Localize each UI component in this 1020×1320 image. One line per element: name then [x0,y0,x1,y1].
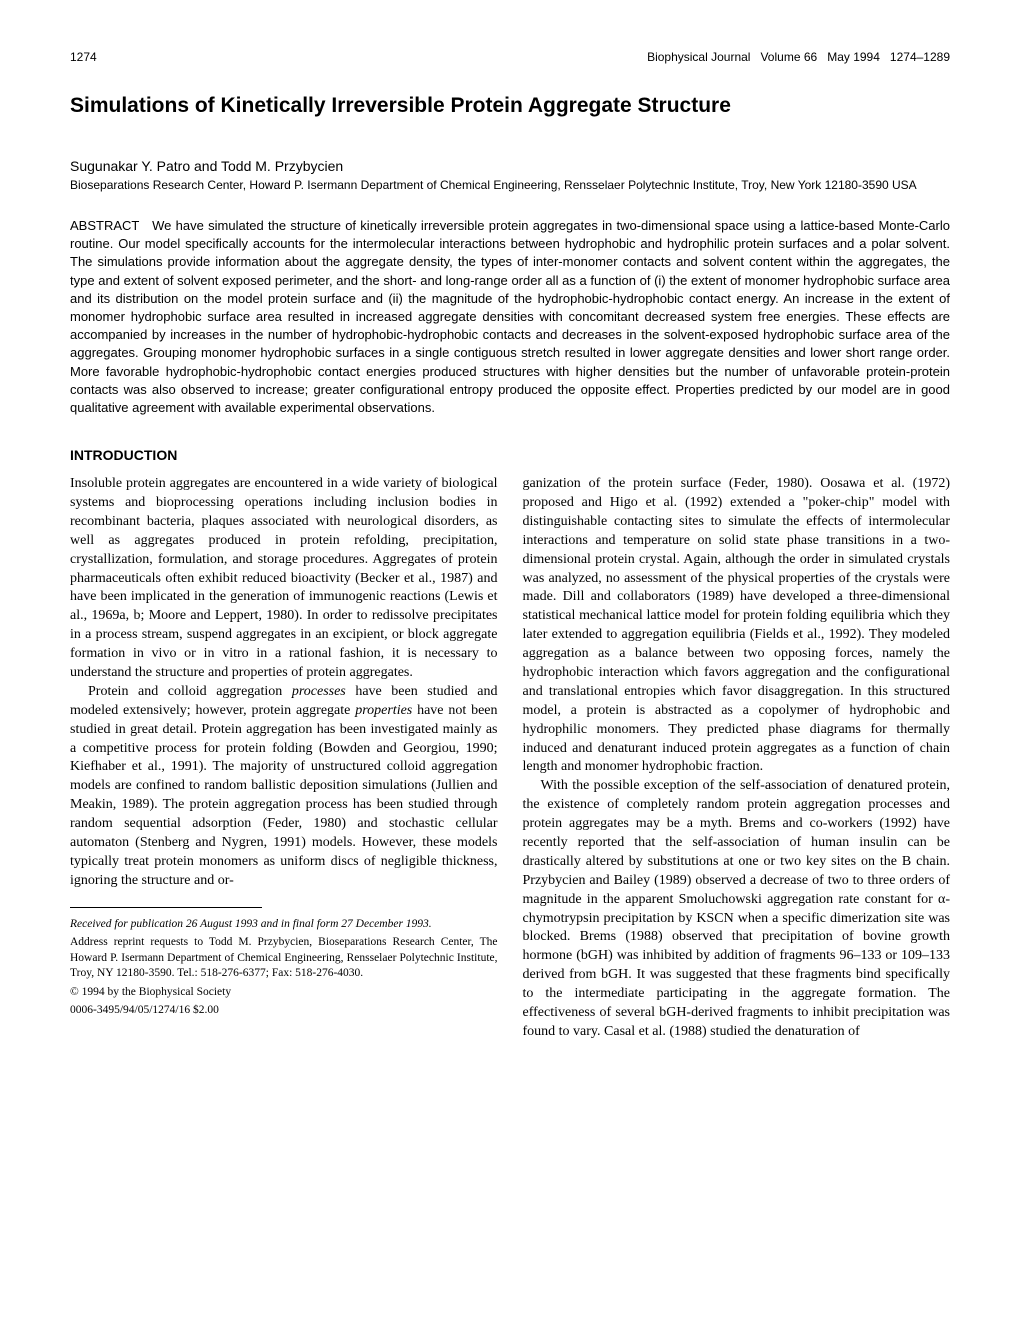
copyright-line: © 1994 by the Biophysical Society [70,985,498,1001]
received-line: Received for publication 26 August 1993 … [70,917,498,933]
page-number: 1274 [70,50,97,64]
issn-code: 0006-3495/94/05/1274/16 $2.00 [70,1003,498,1019]
abstract-block: ABSTRACT We have simulated the structure… [70,217,950,417]
authors: Sugunakar Y. Patro and Todd M. Przybycie… [70,158,950,174]
article-title: Simulations of Kinetically Irreversible … [70,94,950,118]
journal-info: Biophysical Journal Volume 66 May 1994 1… [647,50,950,64]
footer-block: Received for publication 26 August 1993 … [70,907,498,1019]
journal-pages: 1274–1289 [890,50,950,64]
affiliation: Bioseparations Research Center, Howard P… [70,178,950,192]
body-paragraph: Insoluble protein aggregates are encount… [70,475,498,683]
section-heading: INTRODUCTION [70,447,950,463]
journal-date: May 1994 [827,50,880,64]
abstract-text: We have simulated the structure of kinet… [70,218,950,415]
journal-name: Biophysical Journal [647,50,750,64]
reprint-address: Address reprint requests to Todd M. Przy… [70,935,498,982]
abstract-label: ABSTRACT [70,218,139,233]
body-paragraph: Protein and colloid aggregation processe… [70,683,498,891]
body-paragraph: ganization of the protein surface (Feder… [523,475,951,777]
body-paragraph: With the possible exception of the self-… [523,777,951,1041]
running-header: 1274 Biophysical Journal Volume 66 May 1… [70,50,950,64]
body-columns: Insoluble protein aggregates are encount… [70,475,950,1042]
journal-volume: Volume 66 [760,50,817,64]
